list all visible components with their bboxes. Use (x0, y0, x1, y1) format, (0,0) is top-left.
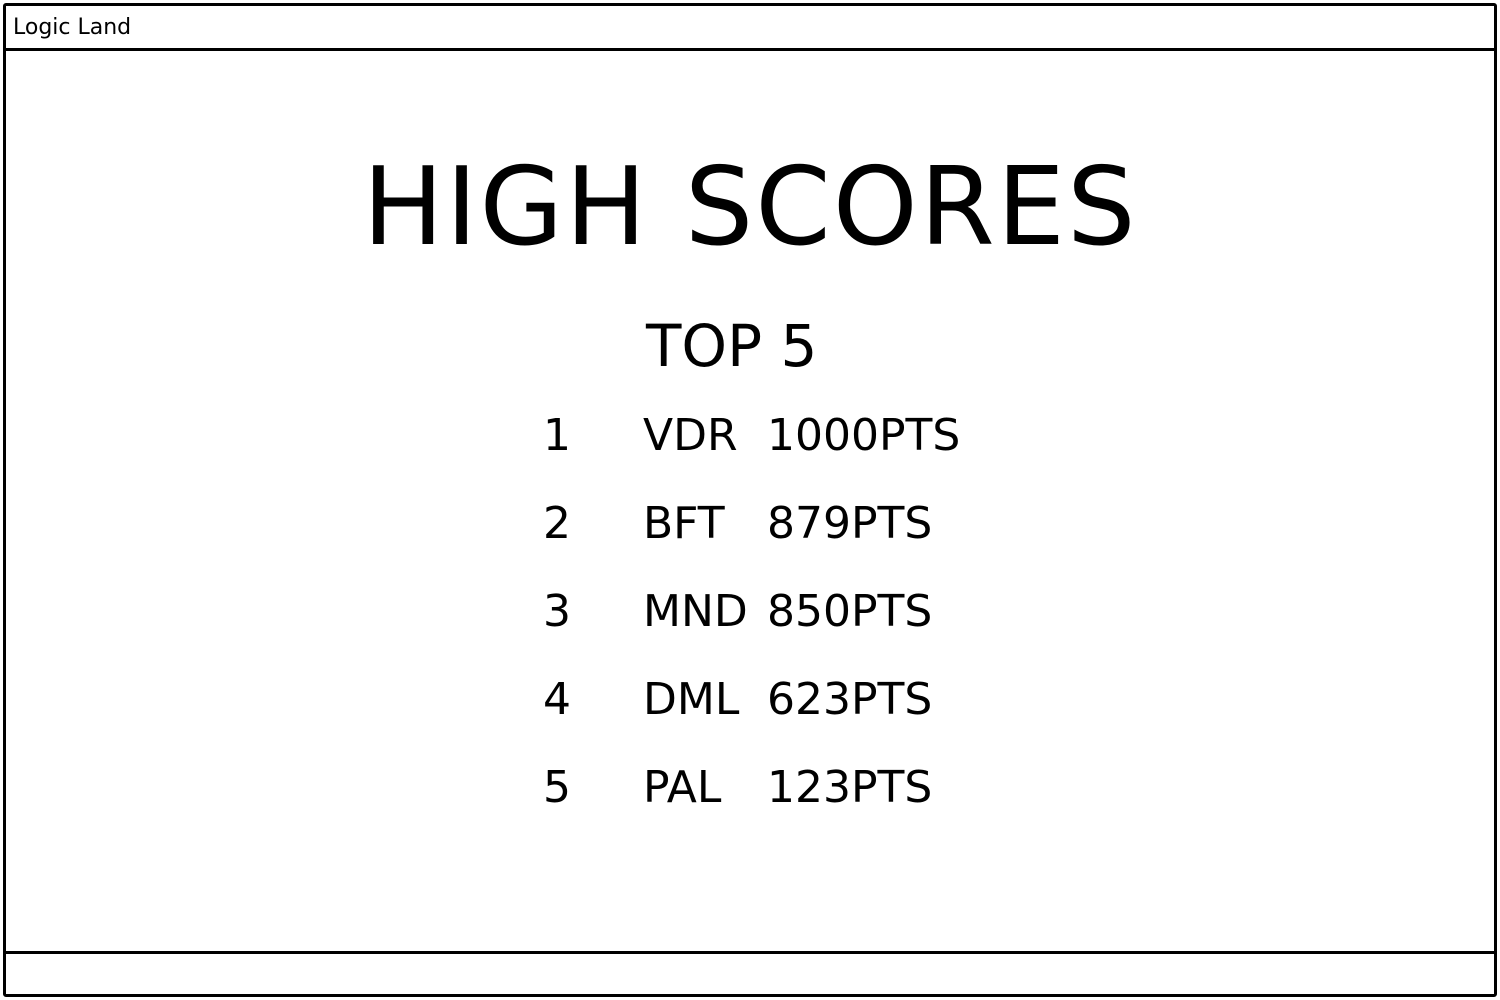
window-title: Logic Land (13, 15, 132, 40)
score-player-name: VDR (643, 410, 738, 461)
app-window: Logic Land HIGH SCORES TOP 5 1 VDR 1000P… (3, 3, 1497, 997)
score-player-name: DML (643, 674, 740, 725)
score-points: 879PTS (767, 498, 933, 549)
score-points: 623PTS (767, 674, 933, 725)
score-points: 123PTS (767, 762, 933, 813)
score-player-name: BFT (643, 498, 725, 549)
score-player-name: MND (643, 586, 748, 637)
title-bar: Logic Land (6, 6, 1494, 51)
page-title: HIGH SCORES (362, 145, 1138, 270)
score-rank: 2 (543, 498, 571, 549)
status-bar (6, 951, 1494, 994)
score-rank: 1 (543, 410, 571, 461)
score-player-name: PAL (643, 762, 722, 813)
score-rank: 3 (543, 586, 571, 637)
score-points: 1000PTS (767, 410, 961, 461)
score-rank: 4 (543, 674, 571, 725)
score-points: 850PTS (767, 586, 933, 637)
score-rank: 5 (543, 762, 571, 813)
leaderboard-subtitle: TOP 5 (646, 312, 818, 380)
